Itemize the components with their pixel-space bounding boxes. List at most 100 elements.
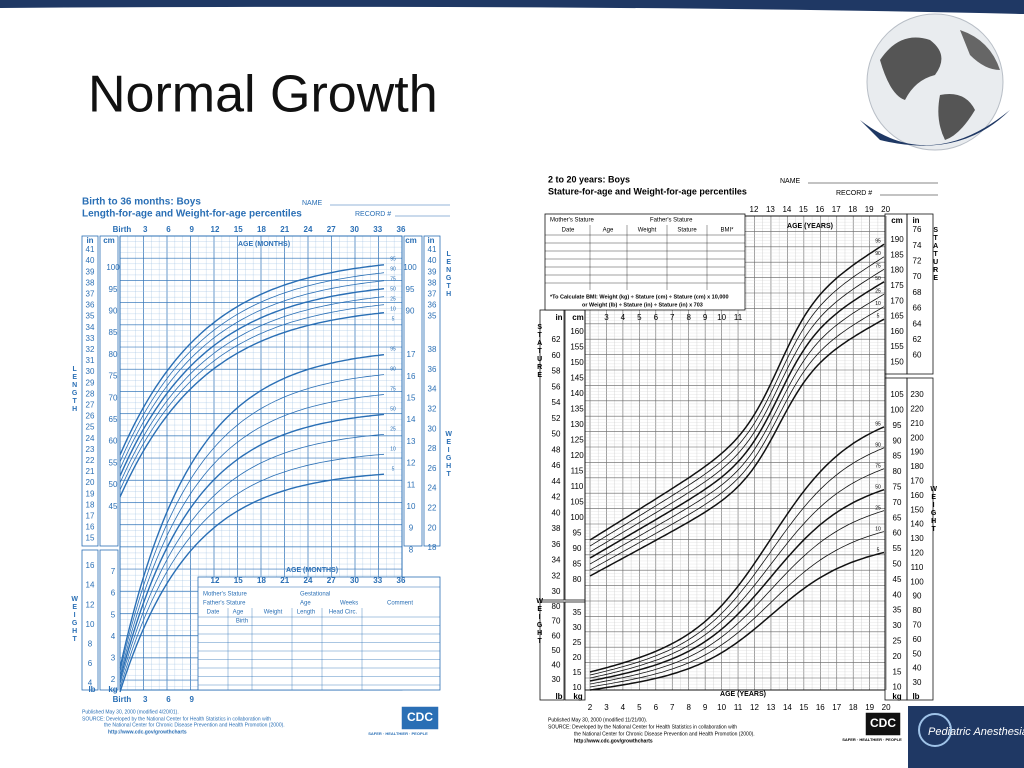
label: 95	[875, 238, 881, 244]
label: 50	[552, 646, 561, 655]
axis-column	[81, 549, 99, 691]
label: 3	[111, 654, 116, 663]
axis-column	[564, 601, 586, 701]
label: 19	[865, 703, 874, 712]
axis-column	[423, 235, 441, 547]
label: 70	[893, 498, 902, 507]
label: 6	[166, 225, 171, 234]
label: 100	[403, 263, 417, 272]
label: 180	[910, 462, 924, 471]
label: 3	[143, 695, 148, 704]
label: in	[912, 216, 919, 225]
continent	[960, 30, 1000, 70]
label: 50	[390, 286, 396, 292]
label: 150	[910, 505, 924, 514]
label: 150	[570, 358, 584, 367]
label: 25	[573, 638, 582, 647]
label: 30	[350, 576, 359, 585]
label: 16	[407, 372, 416, 381]
label: in	[427, 236, 434, 245]
label: 12	[750, 205, 759, 214]
percentile-curve	[119, 280, 385, 470]
label: 65	[893, 513, 902, 522]
label: lb	[555, 692, 562, 701]
cdc-text: CDC	[870, 716, 896, 730]
label: 36	[428, 301, 437, 310]
label: 145	[570, 374, 584, 383]
label: kg	[108, 685, 117, 694]
label: 190	[910, 448, 924, 457]
percentile-curve	[119, 312, 385, 498]
label: 15	[799, 205, 808, 214]
label: 12	[211, 576, 220, 585]
label: 5	[637, 313, 642, 322]
percentile-curve	[589, 268, 885, 553]
label: 160	[570, 327, 584, 336]
percentile-curve	[589, 551, 885, 691]
logo: Pediatric Anesthesia	[908, 706, 1024, 768]
label: 35	[86, 312, 95, 321]
label: 39	[86, 267, 95, 276]
label: 60	[913, 635, 922, 644]
label: 22	[428, 504, 437, 513]
label: 16	[816, 703, 825, 712]
label: 130	[910, 534, 924, 543]
label: 135	[570, 405, 584, 414]
label: Mother's Stature	[203, 592, 247, 598]
label: 21	[86, 467, 95, 476]
label: lb	[88, 685, 95, 694]
label: 36	[397, 225, 406, 234]
percentile-curve	[119, 264, 385, 456]
label: 19	[86, 489, 95, 498]
label: Weight	[264, 610, 283, 616]
label: 24	[304, 576, 313, 585]
label: 60	[552, 631, 561, 640]
percentile-curve	[589, 426, 885, 673]
label: 50	[109, 480, 118, 489]
label: Head Circ.	[329, 610, 358, 616]
label: 39	[428, 267, 437, 276]
label: 90	[573, 544, 582, 553]
label: 155	[890, 342, 904, 351]
label: 110	[911, 563, 924, 572]
label: 2	[588, 703, 593, 712]
label: 70	[913, 621, 922, 630]
label: 160	[910, 491, 924, 500]
label: 95	[109, 285, 118, 294]
globe	[860, 13, 1010, 151]
label: 60	[109, 437, 118, 446]
label: WEIGHT	[444, 431, 452, 479]
label: 100	[570, 513, 584, 522]
label: 130	[570, 420, 584, 429]
label: 50	[913, 649, 922, 658]
label: 38	[428, 278, 437, 287]
label: 55	[893, 544, 902, 553]
label: SOURCE: Developed by the National Center…	[548, 724, 737, 730]
label: 19	[865, 205, 874, 214]
label: 17	[832, 205, 841, 214]
label: Birth to 36 months: Boys	[82, 197, 201, 208]
label: 44	[552, 477, 561, 486]
label: 8	[686, 703, 691, 712]
label: 7	[111, 567, 116, 576]
label: 29	[86, 378, 95, 387]
percentile-curve	[119, 453, 385, 689]
label: 8	[88, 640, 93, 649]
label: 42	[552, 493, 561, 502]
label: 14	[782, 205, 791, 214]
label: AGE (YEARS)	[720, 691, 766, 698]
label: 115	[571, 467, 584, 476]
label: 7	[670, 703, 675, 712]
label: 80	[913, 606, 922, 615]
label: 105	[890, 390, 904, 399]
label: 90	[875, 251, 881, 257]
label: 34	[552, 556, 561, 565]
label: 6	[111, 589, 116, 598]
label: 140	[910, 520, 924, 529]
label: 5	[877, 547, 880, 553]
label: Mother's Stature	[550, 218, 594, 224]
label: AGE (YEARS)	[787, 223, 833, 230]
percentile-curve	[589, 510, 885, 685]
label: 100	[890, 406, 904, 415]
